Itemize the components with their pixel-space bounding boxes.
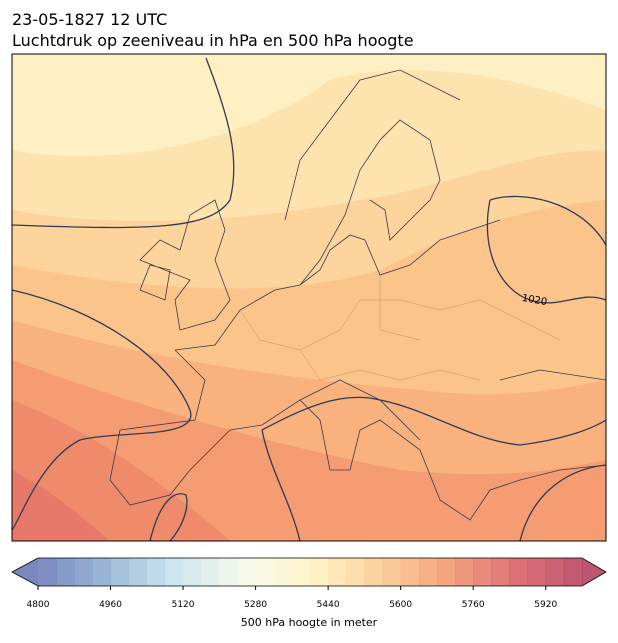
colorbar-outline	[11, 557, 607, 587]
colorbar-segment	[328, 558, 347, 586]
colorbar-tick-label: 5920	[534, 600, 557, 610]
colorbar-segment	[436, 558, 456, 586]
colorbar-segment	[146, 558, 166, 586]
colorbar-segment	[74, 558, 93, 586]
colorbar-segment	[219, 558, 238, 586]
colorbar-segment	[164, 558, 184, 586]
isobar	[12, 57, 235, 229]
coastline	[139, 199, 231, 331]
colorbar-tick-label: 5600	[389, 600, 412, 610]
colorbar-segment	[255, 558, 275, 586]
colorbar-segment	[455, 558, 474, 586]
colorbar-segment	[183, 558, 202, 586]
colorbar-segment	[346, 558, 365, 586]
colorbar-segment	[400, 558, 420, 586]
isobar	[12, 289, 192, 531]
colorbar-segment	[491, 558, 510, 586]
colorbar-tick-label: 5760	[462, 600, 485, 610]
colorbar-segment	[128, 558, 148, 586]
colorbar-segment	[38, 558, 57, 586]
colorbar-segment	[473, 558, 492, 586]
coastline	[109, 349, 606, 521]
colorbar-tick-label: 4800	[27, 600, 50, 610]
isobar-label: 1020	[521, 293, 548, 308]
colorbar-segment	[563, 558, 583, 586]
colorbar: 4800 4960 5120 5280 5440 5600 5760 5920	[11, 557, 607, 610]
isobar	[261, 429, 301, 541]
colorbar-tick-label: 5440	[317, 600, 340, 610]
colorbar-segment	[382, 558, 402, 586]
isobar	[519, 464, 606, 541]
border	[239, 275, 561, 381]
colorbar-segment	[291, 558, 311, 586]
colorbar-segment	[92, 558, 112, 586]
colorbar-segment	[56, 558, 75, 586]
date-title: 23-05-1827 12 UTC	[12, 10, 167, 29]
map: 1020	[12, 54, 606, 541]
map-frame	[11, 53, 607, 542]
colorbar-segment	[418, 558, 438, 586]
colorbar-segment	[310, 558, 329, 586]
isobar	[486, 195, 606, 304]
colorbar-segment	[201, 558, 220, 586]
colorbar-segment	[273, 558, 293, 586]
colorbar-extend-high	[582, 558, 606, 586]
map-title: Luchtdruk op zeeniveau in hPa en 500 hPa…	[12, 31, 414, 50]
colorbar-segment	[527, 558, 547, 586]
colorbar-extend-low	[12, 558, 38, 586]
colorbar-segment	[509, 558, 529, 586]
isobar	[261, 396, 606, 446]
colorbar-tick-label: 5120	[172, 600, 195, 610]
colorbar-tick-label: 4960	[99, 600, 122, 610]
isobar	[149, 493, 188, 541]
colorbar-label: 500 hPa hoogte in meter	[241, 616, 378, 629]
colorbar-segment	[364, 558, 384, 586]
colorbar-tick-label: 5280	[244, 600, 267, 610]
colorbar-segment	[237, 558, 257, 586]
colorbar-segment	[110, 558, 130, 586]
band	[12, 470, 110, 541]
coastline	[174, 69, 501, 351]
colorbar-segment	[545, 558, 565, 586]
